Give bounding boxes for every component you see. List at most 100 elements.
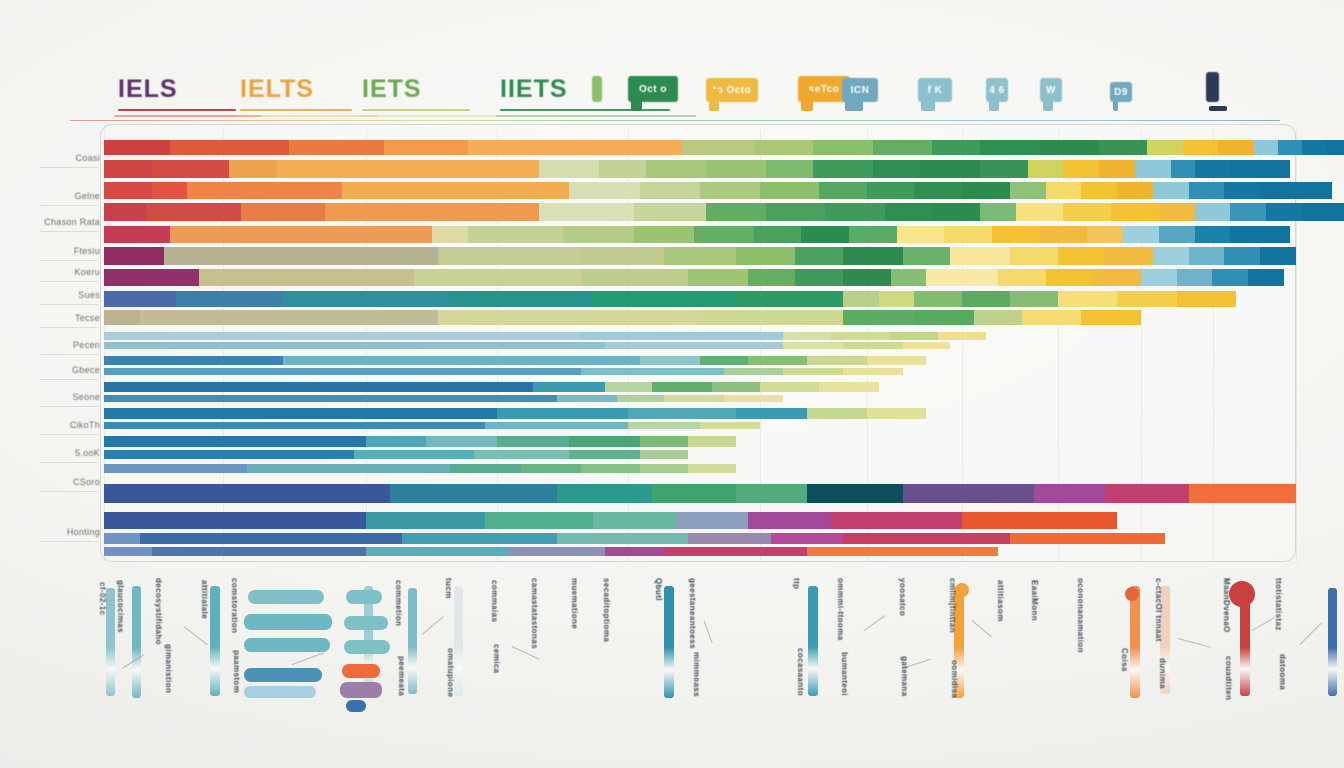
bar-segment[interactable] bbox=[1021, 310, 1082, 325]
bar-segment[interactable] bbox=[1325, 140, 1344, 155]
bar-segment[interactable] bbox=[1152, 182, 1189, 199]
bar-segment[interactable] bbox=[980, 160, 1028, 178]
bar-segment[interactable] bbox=[521, 464, 581, 473]
bar-segment[interactable] bbox=[735, 484, 808, 503]
annotation-chip-0[interactable] bbox=[248, 590, 324, 604]
bar-segment[interactable] bbox=[169, 226, 432, 243]
annotation-label-33[interactable]: MaanDvenaO bbox=[1222, 578, 1231, 633]
bar-segment[interactable] bbox=[896, 226, 945, 243]
header-marker-1[interactable]: Oct o bbox=[628, 75, 678, 111]
bar-segment[interactable] bbox=[509, 547, 605, 556]
bar-segment[interactable] bbox=[1009, 182, 1046, 199]
bar-segment[interactable] bbox=[580, 332, 784, 340]
bar-segment[interactable] bbox=[104, 140, 170, 155]
bar-segment[interactable] bbox=[390, 484, 557, 503]
bar-segment[interactable] bbox=[890, 332, 939, 340]
annotation-bar-2[interactable] bbox=[210, 586, 220, 696]
bar-segment[interactable] bbox=[1301, 140, 1326, 155]
bar-segment[interactable] bbox=[843, 247, 903, 265]
bar-segment[interactable] bbox=[1176, 291, 1237, 307]
bar-row[interactable] bbox=[104, 226, 1290, 243]
bar-segment[interactable] bbox=[664, 247, 736, 265]
bar-segment[interactable] bbox=[366, 512, 486, 529]
bar-segment[interactable] bbox=[139, 533, 402, 544]
bar-segment[interactable] bbox=[813, 160, 873, 178]
bar-segment[interactable] bbox=[980, 203, 1016, 221]
annotation-bar-5[interactable] bbox=[454, 586, 463, 696]
annotation-label-29[interactable]: ocononanamation bbox=[1076, 578, 1085, 653]
annotation-dot-1[interactable] bbox=[955, 583, 969, 597]
bar-segment[interactable] bbox=[1039, 226, 1088, 243]
bar-segment[interactable] bbox=[699, 356, 748, 365]
annotation-label-7[interactable]: commetion bbox=[394, 580, 403, 627]
annotation-chip-10[interactable] bbox=[346, 700, 366, 712]
bar-segment[interactable] bbox=[497, 436, 569, 447]
bar-segment[interactable] bbox=[104, 382, 534, 392]
bar-segment[interactable] bbox=[104, 368, 581, 375]
bar-segment[interactable] bbox=[1188, 484, 1296, 503]
bar-segment[interactable] bbox=[914, 291, 963, 307]
bar-segment[interactable] bbox=[932, 140, 981, 155]
annotation-label-13[interactable]: camastatastonas bbox=[530, 578, 539, 649]
row-label-0[interactable]: Coasi bbox=[75, 153, 100, 163]
bar-segment[interactable] bbox=[276, 160, 540, 178]
annotation-label-15[interactable]: secaditoptioma bbox=[602, 578, 611, 643]
bar-segment[interactable] bbox=[950, 247, 1010, 265]
bar-row[interactable] bbox=[104, 310, 1141, 325]
row-label-8[interactable]: Gbece bbox=[71, 365, 100, 375]
annotation-label-21[interactable]: ommmi-ttooma bbox=[836, 578, 845, 641]
bar-segment[interactable] bbox=[467, 226, 563, 243]
bar-segment[interactable] bbox=[807, 484, 903, 503]
bar-segment[interactable] bbox=[556, 533, 689, 544]
bar-segment[interactable] bbox=[962, 512, 1118, 529]
bar-segment[interactable] bbox=[580, 464, 641, 473]
bar-row[interactable] bbox=[104, 408, 927, 419]
bar-segment[interactable] bbox=[366, 436, 426, 447]
annotation-label-26[interactable]: oomidisa bbox=[950, 660, 959, 699]
bar-row[interactable] bbox=[104, 140, 1344, 155]
bar-segment[interactable] bbox=[1194, 160, 1231, 178]
bar-segment[interactable] bbox=[1218, 140, 1255, 155]
bar-segment[interactable] bbox=[1117, 291, 1177, 307]
bar-segment[interactable] bbox=[831, 512, 963, 529]
bar-segment[interactable] bbox=[562, 226, 635, 243]
annotation-bar-9[interactable] bbox=[1130, 586, 1140, 698]
annotation-label-23[interactable]: yoosatco bbox=[898, 578, 907, 617]
annotation-chip-8[interactable] bbox=[342, 664, 380, 678]
annotation-label-9[interactable]: tucm bbox=[444, 578, 453, 599]
annotation-label-10[interactable]: omatupione bbox=[446, 648, 455, 698]
bar-segment[interactable] bbox=[694, 226, 754, 243]
annotation-chip-2[interactable] bbox=[244, 638, 330, 652]
bar-row[interactable] bbox=[104, 395, 784, 402]
bar-segment[interactable] bbox=[884, 203, 933, 221]
bar-segment[interactable] bbox=[735, 291, 843, 307]
bar-segment[interactable] bbox=[1045, 269, 1094, 286]
row-label-5[interactable]: Sues bbox=[78, 290, 100, 300]
header-marker-2[interactable]: to Octo bbox=[706, 77, 758, 111]
bar-segment[interactable] bbox=[1081, 182, 1118, 199]
row-label-12[interactable]: CSoro bbox=[72, 477, 100, 487]
bar-segment[interactable] bbox=[169, 140, 289, 155]
bar-segment[interactable] bbox=[1260, 247, 1296, 265]
bar-segment[interactable] bbox=[938, 332, 987, 340]
bar-segment[interactable] bbox=[676, 512, 748, 529]
bar-segment[interactable] bbox=[1170, 160, 1195, 178]
bar-segment[interactable] bbox=[1105, 247, 1153, 265]
bar-segment[interactable] bbox=[104, 464, 248, 473]
bar-segment[interactable] bbox=[104, 310, 140, 325]
bar-segment[interactable] bbox=[932, 203, 981, 221]
bar-segment[interactable] bbox=[962, 291, 1010, 307]
annotation-bar-12[interactable] bbox=[1328, 588, 1337, 696]
header-title-3[interactable]: IIETS bbox=[500, 75, 568, 103]
bar-segment[interactable] bbox=[473, 450, 569, 459]
bar-segment[interactable] bbox=[640, 356, 700, 365]
header-marker-4[interactable]: ICN bbox=[842, 77, 878, 111]
bar-segment[interactable] bbox=[628, 408, 736, 419]
annotation-label-6[interactable]: paamstom bbox=[232, 650, 241, 694]
bar-segment[interactable] bbox=[688, 436, 736, 447]
row-label-11[interactable]: 5.ooK bbox=[74, 448, 100, 458]
bar-segment[interactable] bbox=[652, 484, 736, 503]
bar-segment[interactable] bbox=[354, 450, 474, 459]
bar-segment[interactable] bbox=[431, 226, 468, 243]
annotation-chip-1[interactable] bbox=[244, 614, 332, 630]
